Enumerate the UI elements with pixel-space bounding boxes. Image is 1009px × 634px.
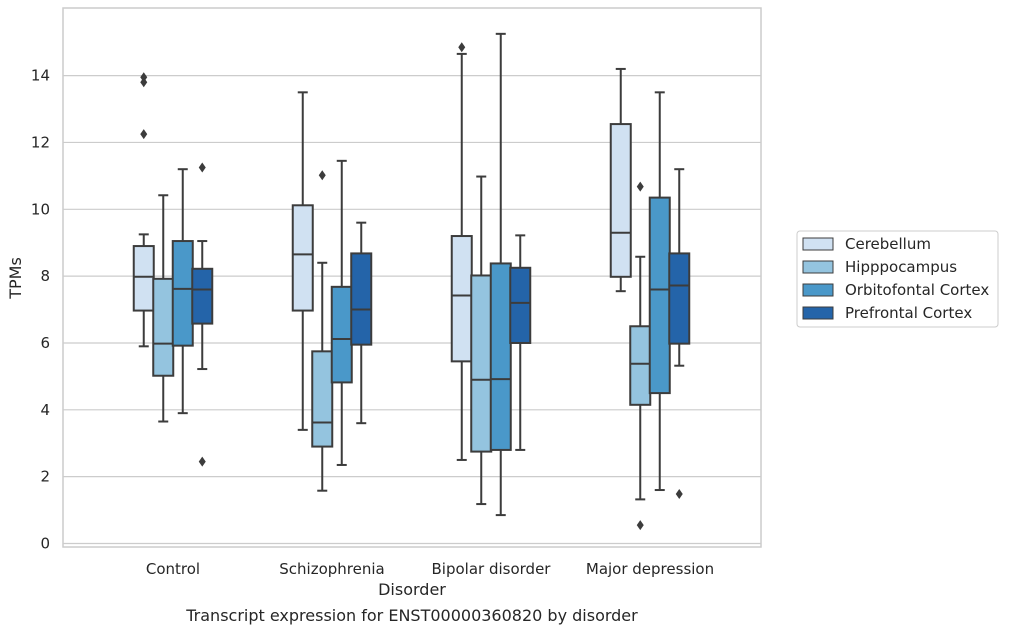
box — [470, 175, 493, 506]
box-body — [609, 123, 632, 278]
box — [191, 162, 214, 467]
legend-swatch — [802, 306, 834, 320]
y-tick-label: 0 — [40, 535, 50, 553]
x-axis-label: Disorder — [378, 580, 446, 599]
box — [629, 181, 652, 531]
box-body — [648, 196, 671, 395]
box — [450, 42, 473, 461]
y-tick-label: 6 — [40, 334, 50, 352]
series-cerebellum — [132, 42, 632, 461]
box — [609, 67, 632, 293]
legend: Cerebellum Hipppocampus Orbitofontal Corte… — [796, 230, 999, 328]
y-tick-label: 14 — [31, 67, 50, 85]
plot-frame — [62, 7, 762, 548]
legend-label: Cerebellum — [845, 235, 931, 253]
figure-caption: Transcript expression for ENST0000036082… — [186, 606, 638, 625]
box — [668, 168, 691, 500]
outlier-point — [198, 456, 206, 467]
y-tick-label: 2 — [40, 468, 50, 486]
legend-label: Prefrontal Cortex — [845, 304, 972, 322]
x-tick-label: Schizophrenia — [279, 560, 384, 578]
box-body — [311, 350, 334, 448]
box-body — [132, 245, 155, 312]
y-tick-label: 8 — [40, 267, 50, 285]
legend-swatch — [802, 283, 834, 297]
legend-swatch — [802, 237, 834, 251]
box — [132, 72, 155, 348]
box-body — [470, 274, 493, 453]
box-series — [132, 32, 691, 531]
box-body — [330, 285, 353, 384]
box-body — [171, 240, 194, 347]
legend-frame — [796, 230, 999, 328]
outlier-point — [458, 42, 466, 53]
x-tick-label: Bipolar disorder — [432, 560, 552, 578]
box — [311, 170, 334, 492]
box-body — [152, 277, 175, 377]
box-body — [450, 235, 473, 363]
series-hipppocampus — [152, 170, 652, 531]
y-tick-label: 10 — [31, 200, 50, 218]
y-axis-ticks: 0 2 4 6 8 10 12 14 — [31, 67, 50, 553]
y-axis-label: TPMs — [6, 257, 25, 300]
box — [350, 221, 373, 425]
legend-label: Orbitofontal Cortex — [845, 281, 989, 299]
box-body — [629, 325, 652, 406]
outlier-point — [636, 181, 644, 192]
box — [291, 91, 314, 431]
outlier-point — [675, 489, 683, 500]
outlier-point — [140, 72, 148, 83]
outlier-point — [636, 520, 644, 531]
y-tick-label: 12 — [31, 133, 50, 151]
outlier-point — [198, 162, 206, 173]
box — [648, 91, 671, 492]
y-tick-label: 4 — [40, 401, 50, 419]
legend-label: Hipppocampus — [845, 258, 957, 276]
legend-swatch — [802, 260, 834, 274]
box — [509, 234, 532, 451]
box-body — [291, 204, 314, 312]
outlier-point — [140, 129, 148, 140]
box-body — [668, 252, 691, 345]
box-body — [191, 267, 214, 325]
x-axis-ticks: Control Schizophrenia Bipolar disorder Majo… — [146, 560, 714, 578]
box — [330, 159, 353, 466]
box — [152, 194, 175, 423]
box-body — [509, 266, 532, 344]
outlier-point — [140, 77, 148, 88]
box — [489, 32, 512, 517]
outlier-point — [318, 170, 326, 181]
box-body — [350, 252, 373, 346]
box-body — [489, 262, 512, 451]
box — [171, 168, 194, 415]
x-tick-label: Control — [146, 560, 200, 578]
series-orbitofontal-cortex — [171, 32, 671, 517]
x-tick-label: Major depression — [586, 560, 714, 578]
series-prefrontal-cortex — [191, 162, 691, 500]
